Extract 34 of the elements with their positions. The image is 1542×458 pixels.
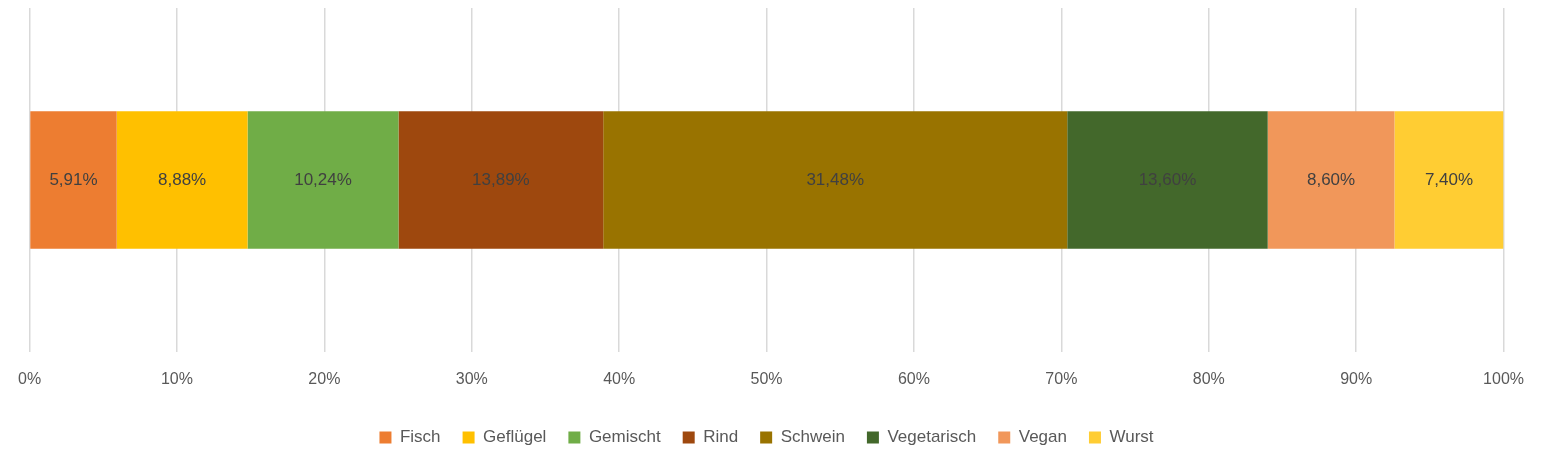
data-label: 8,88% — [158, 169, 207, 189]
bar — [1067, 111, 1268, 249]
legend-label: Geflügel — [483, 427, 547, 447]
x-tick-label: 60% — [897, 369, 930, 387]
data-label: 13,89% — [472, 169, 530, 189]
x-tick-label: 70% — [1045, 369, 1078, 387]
data-label: 8,60% — [1306, 169, 1356, 189]
bar — [398, 111, 604, 249]
x-tick-label: 50% — [750, 369, 783, 387]
x-tick-label: 0% — [18, 369, 42, 387]
x-tick-label: 40% — [603, 369, 636, 387]
data-label: 5,91% — [49, 169, 98, 189]
x-tick-label: 20% — [308, 369, 341, 387]
x-tick-label: 90% — [1340, 369, 1373, 387]
legend-label: Vegan — [1018, 427, 1067, 447]
x-tick-label: 100% — [1483, 369, 1524, 387]
bar — [247, 111, 399, 249]
data-label: 7,40% — [1424, 169, 1474, 189]
legend-label: Fisch — [399, 427, 441, 447]
bar — [1267, 111, 1395, 249]
bar — [116, 111, 248, 249]
legend-label: Schwein — [780, 427, 845, 447]
legend-label: Wurst — [1109, 427, 1154, 447]
x-tick-label: 30% — [455, 369, 488, 387]
data-label: 10,24% — [294, 169, 352, 189]
bar — [1394, 111, 1504, 249]
bar — [30, 111, 117, 249]
x-tick-label: 10% — [160, 369, 193, 387]
legend-label: Vegetarisch — [887, 427, 977, 447]
x-tick-label: 80% — [1192, 369, 1225, 387]
data-label: 31,48% — [806, 169, 865, 189]
bar — [603, 111, 1068, 249]
legend-label: Rind — [703, 427, 739, 447]
legend-label: Gemischt — [588, 427, 661, 447]
